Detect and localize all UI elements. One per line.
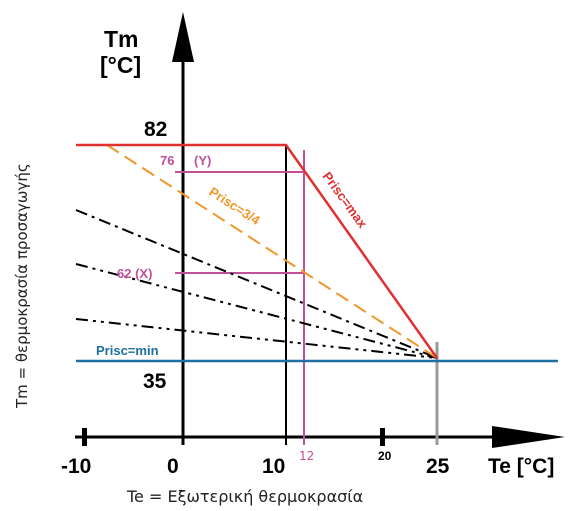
y-tick-label-35: 35 bbox=[143, 370, 167, 393]
y-axis-arrowhead bbox=[172, 12, 194, 62]
curve-prisc-max bbox=[76, 143, 439, 359]
label-prisc-3-4: Prisc=3/4 bbox=[206, 184, 263, 228]
x-tick-m10 bbox=[82, 428, 87, 446]
label-prisc-max: Prisc=max bbox=[320, 169, 371, 231]
y-axis-title-line2: [°C] bbox=[100, 52, 141, 78]
curve-prisc-3-4 bbox=[106, 144, 438, 359]
curve-dashdot-3 bbox=[75, 318, 438, 359]
x-axis-arrowhead bbox=[492, 426, 565, 448]
y-axis-caption: Tm = θερμοκρασία προσαγωγής bbox=[13, 163, 31, 409]
curve-dashdot-1 bbox=[75, 209, 438, 359]
x-tick-label-12: 12 bbox=[299, 449, 314, 463]
x-axis-caption: Te = Εξωτερική θερμοκρασία bbox=[126, 487, 363, 506]
x-axis-title: Te [°C] bbox=[488, 455, 554, 478]
label-prisc-min: Prisc=min bbox=[96, 343, 159, 358]
x-tick-label-0: 0 bbox=[167, 455, 179, 478]
x-tick-20 bbox=[380, 428, 385, 446]
x-tick-label-10: 10 bbox=[262, 455, 285, 478]
label-y-symbol: (Y) bbox=[194, 153, 211, 168]
label-76: 76 bbox=[160, 153, 174, 168]
x-tick-label-25: 25 bbox=[426, 455, 450, 478]
y-axis-title-line1: Tm bbox=[104, 26, 139, 52]
y-tick-label-82: 82 bbox=[144, 118, 167, 141]
x-tick-label-m10: -10 bbox=[61, 455, 91, 478]
x-tick-label-20: 20 bbox=[378, 449, 392, 463]
label-62-x: 62 (X) bbox=[117, 266, 152, 281]
